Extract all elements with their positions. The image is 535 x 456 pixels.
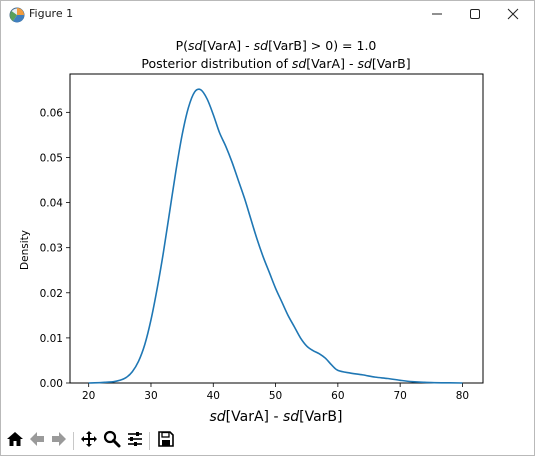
x-tick-label: 30: [144, 390, 157, 402]
configure-subplots-button[interactable]: [125, 431, 145, 451]
minimize-button[interactable]: [419, 1, 455, 27]
zoom-button[interactable]: [102, 430, 122, 452]
save-icon: [157, 430, 175, 452]
save-button[interactable]: [156, 431, 176, 451]
x-axis: 20 30 40 50 60 70 80: [82, 383, 469, 402]
maximize-icon: [469, 5, 481, 24]
window-title: Figure 1: [29, 7, 74, 20]
y-tick-label: 0.02: [40, 288, 63, 300]
chart-title-line1: P(sd[VarA] - sd[VarB] > 0) = 1.0: [176, 38, 377, 53]
plot-frame: [69, 73, 484, 384]
forward-button[interactable]: [49, 431, 69, 451]
x-tick-label: 40: [207, 390, 220, 402]
zoom-icon: [103, 430, 121, 452]
navigation-toolbar: [1, 427, 534, 455]
y-tick-label: 0.01: [40, 333, 63, 345]
x-axis-label: sd[VarA] - sd[VarB]: [209, 409, 342, 425]
close-button[interactable]: [495, 1, 531, 27]
density-curve: [88, 88, 463, 384]
chart-title-line2: Posterior distribution of sd[VarA] - sd[…: [141, 56, 410, 71]
x-tick-label: 50: [269, 390, 282, 402]
x-tick-label: 60: [331, 390, 344, 402]
toolbar-separator: [73, 432, 74, 450]
y-axis-label: Density: [19, 230, 31, 270]
home-icon: [6, 430, 24, 452]
pan-button[interactable]: [79, 431, 99, 451]
y-tick-label: 0.03: [40, 243, 63, 255]
configure-subplots-icon: [126, 430, 144, 452]
close-icon: [507, 5, 519, 24]
title-bar: Figure 1: [1, 1, 534, 29]
home-button[interactable]: [5, 431, 25, 451]
figure-app-icon: [9, 7, 25, 23]
back-arrow-icon: [28, 430, 46, 452]
forward-arrow-icon: [50, 430, 68, 452]
y-axis: 0.00 0.01 0.02 0.03 0.04 0.05 0.06: [40, 107, 70, 390]
y-tick-label: 0.05: [40, 152, 63, 164]
y-tick-label: 0.00: [40, 378, 63, 390]
x-tick-label: 20: [82, 390, 95, 402]
toolbar-separator: [149, 432, 150, 450]
density-chart: P(sd[VarA] - sd[VarB] > 0) = 1.0 Posteri…: [19, 38, 484, 425]
y-tick-label: 0.06: [40, 107, 64, 119]
x-tick-label: 80: [456, 390, 469, 402]
minimize-icon: [431, 5, 443, 24]
pan-icon: [80, 430, 98, 452]
plot-canvas[interactable]: P(sd[VarA] - sd[VarB] > 0) = 1.0 Posteri…: [1, 29, 534, 429]
maximize-button[interactable]: [457, 1, 493, 27]
y-tick-label: 0.04: [40, 198, 64, 210]
back-button[interactable]: [27, 431, 47, 451]
x-tick-label: 70: [393, 390, 406, 402]
